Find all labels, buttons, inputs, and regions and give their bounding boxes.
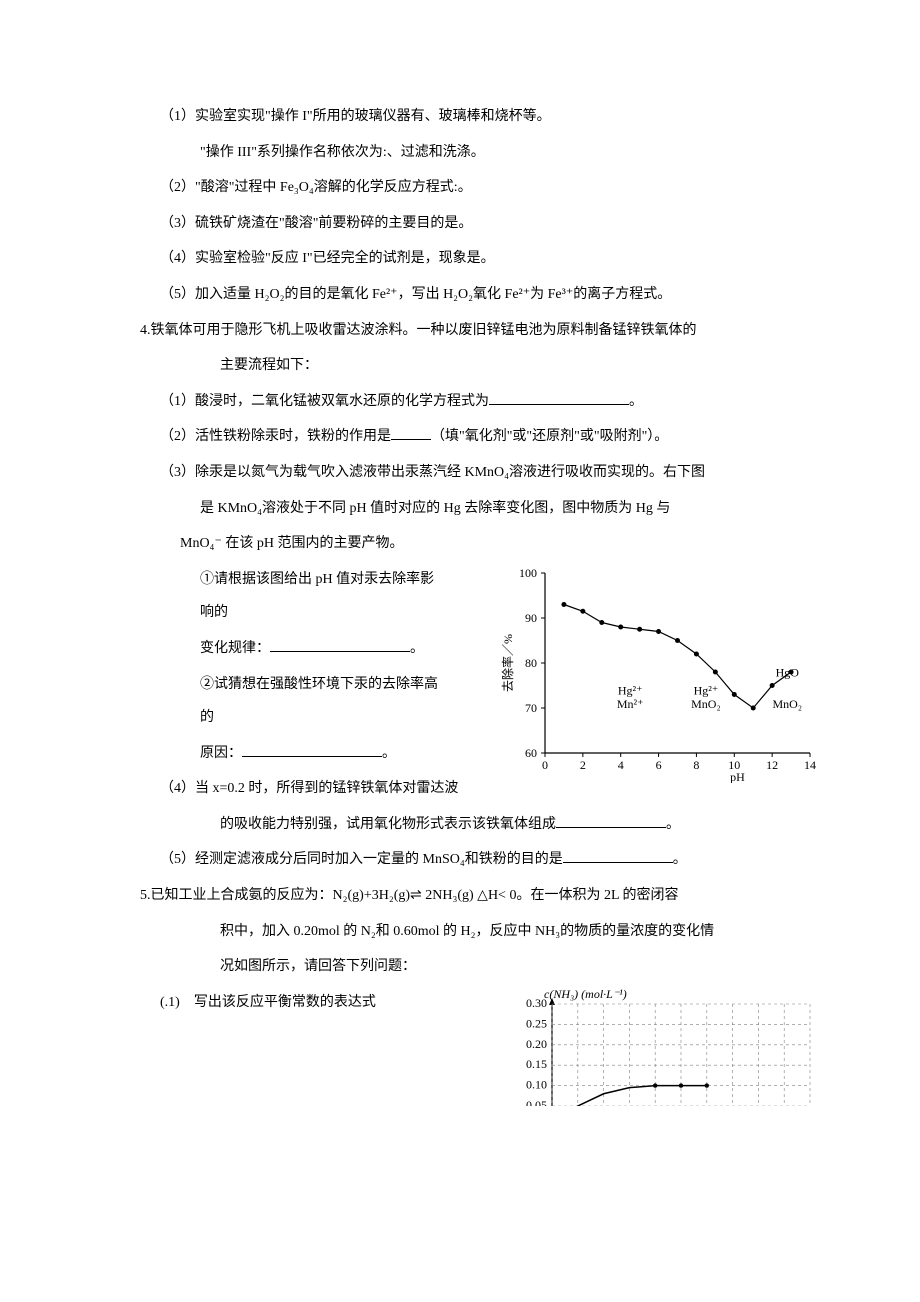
q4-item-3c: MnO₄⁻ 在该 pH 范围内的主要产物。 (140, 527, 780, 561)
q1-item-5: （5）加入适量 H₂O₂的目的是氧化 Fe²⁺，写出 H₂O₂氧化 Fe²⁺为 … (140, 278, 780, 312)
q4-title-cont: 主要流程如下： (140, 349, 780, 383)
q4-3g-text: 原因： (200, 746, 242, 761)
svg-text:90: 90 (525, 611, 537, 625)
q4-2-text-a: （2）活性铁粉除汞时，铁粉的作用是 (160, 429, 391, 444)
q4-4b-text: 的吸收能力特别强，试用氧化物形式表示该铁氧体组成 (220, 817, 556, 832)
q4-title: 4.铁氧体可用于隐形飞机上吸收雷达波涂料。一种以废旧锌锰电池为原料制备锰锌铁氧体… (140, 314, 780, 348)
svg-text:Hg²⁺: Hg²⁺ (618, 683, 643, 697)
blank-fill (242, 743, 382, 757)
svg-text:去除率／%: 去除率／% (500, 634, 515, 692)
svg-text:2: 2 (580, 758, 586, 772)
svg-text:0.05: 0.05 (526, 1098, 547, 1106)
svg-text:8: 8 (693, 758, 699, 772)
svg-text:MnO₂: MnO₂ (773, 697, 803, 711)
svg-text:0.15: 0.15 (526, 1057, 547, 1071)
period: 。 (629, 394, 643, 409)
svg-text:60: 60 (525, 746, 537, 760)
q4-item-3g: 原因： 。 (140, 737, 440, 771)
svg-text:0.25: 0.25 (526, 1016, 547, 1030)
q1-item-3: （3）硫铁矿烧渣在"酸溶"前要粉碎的主要目的是。 (140, 207, 780, 241)
svg-text:0: 0 (542, 758, 548, 772)
q1-item-2: （2）"酸溶"过程中 Fe₃O₄溶解的化学反应方程式:。 (140, 171, 780, 205)
svg-text:0.30: 0.30 (526, 996, 547, 1010)
q5-line-a: 积中，加入 0.20mol 的 N₂和 0.60mol 的 H₂，反应中 NH₃… (140, 915, 780, 949)
svg-text:100: 100 (519, 566, 537, 580)
blank-fill (270, 638, 410, 652)
q4-1-text: （1）酸浸时，二氧化锰被双氧水还原的化学方程式为 (160, 394, 489, 409)
svg-text:0.20: 0.20 (526, 1037, 547, 1051)
svg-text:0.10: 0.10 (526, 1077, 547, 1091)
svg-text:70: 70 (525, 701, 537, 715)
q4-item-3a: （3）除汞是以氮气为载气吹入滤液带出汞蒸汽经 KMnO₄溶液进行吸收而实现的。右… (140, 456, 780, 490)
svg-text:80: 80 (525, 656, 537, 670)
blank-fill (563, 849, 673, 863)
blank-fill (556, 814, 666, 828)
svg-text:pH: pH (730, 770, 745, 783)
q1-item-1a: （1）实验室实现"操作 I"所用的玻璃仪器有、玻璃棒和烧杯等。 (140, 100, 780, 134)
q4-item-3f: ②试猜想在强酸性环境下汞的去除率高的 (140, 668, 440, 735)
q5-line-b: 况如图所示，请回答下列问题： (140, 950, 780, 984)
q4-3e-text: 变化规律： (200, 641, 270, 656)
period: 。 (382, 746, 396, 761)
period: 。 (666, 817, 680, 832)
q4-item-1: （1）酸浸时，二氧化锰被双氧水还原的化学方程式为 。 (140, 385, 780, 419)
hg-removal-chart: 0246810121460708090100pH去除率／%Hg²⁺Mn²⁺Hg²… (500, 563, 820, 783)
q4-item-2: （2）活性铁粉除汞时，铁粉的作用是 （填"氧化剂"或"还原剂"或"吸附剂"）。 (140, 420, 780, 454)
q4-item-3b: 是 KMnO₄溶液处于不同 pH 值时对应的 Hg 去除率变化图，图中物质为 H… (140, 492, 780, 526)
q1-item-1b: "操作 III"系列操作名称依次为:、过滤和洗涤。 (140, 136, 780, 170)
svg-text:6: 6 (656, 758, 662, 772)
q4-item-3e: 变化规律： 。 (140, 632, 440, 666)
q4-item-3d: ①请根据该图给出 pH 值对汞去除率影响的 (140, 563, 440, 630)
q5-title: 5.已知工业上合成氨的反应为：N₂(g)+3H₂(g)⇌ 2NH₃(g) △H<… (140, 879, 780, 913)
svg-text:HgO: HgO (776, 665, 800, 679)
q4-item-5: （5）经测定滤液成分后同时加入一定量的 MnSO₄和铁粉的目的是 。 (140, 843, 780, 877)
q4-item-4b: 的吸收能力特别强，试用氧化物形式表示该铁氧体组成 。 (140, 808, 780, 842)
svg-text:c(NH₃) (mol·L⁻¹): c(NH₃) (mol·L⁻¹) (544, 987, 627, 1001)
svg-text:MnO₂: MnO₂ (691, 697, 721, 711)
svg-text:Hg²⁺: Hg²⁺ (694, 683, 719, 697)
blank-fill (391, 426, 431, 440)
svg-text:14: 14 (804, 758, 816, 772)
svg-text:Mn²⁺: Mn²⁺ (617, 697, 644, 711)
q4-3-chart-container: ①请根据该图给出 pH 值对汞去除率影响的 变化规律： 。 ②试猜想在强酸性环境下… (140, 563, 780, 771)
q5-chart-container: (.1) 写出该反应平衡常数的表达式 c(NH₃) (mol·L⁻¹)0.050… (140, 986, 780, 1106)
q1-item-4: （4）实验室检验"反应 I"已经完全的试剂是，现象是。 (140, 242, 780, 276)
period: 。 (673, 852, 687, 867)
svg-text:12: 12 (766, 758, 778, 772)
svg-text:4: 4 (618, 758, 624, 772)
q4-5-text: （5）经测定滤液成分后同时加入一定量的 MnSO₄和铁粉的目的是 (160, 852, 563, 867)
nh3-concentration-chart: c(NH₃) (mol·L⁻¹) 0.05 0.10 0.15 0.20 0.25 0.30 (490, 986, 820, 1106)
period: 。 (410, 641, 424, 656)
q4-2-text-b: （填"氧化剂"或"还原剂"或"吸附剂"）。 (431, 429, 668, 444)
blank-fill (489, 391, 629, 405)
